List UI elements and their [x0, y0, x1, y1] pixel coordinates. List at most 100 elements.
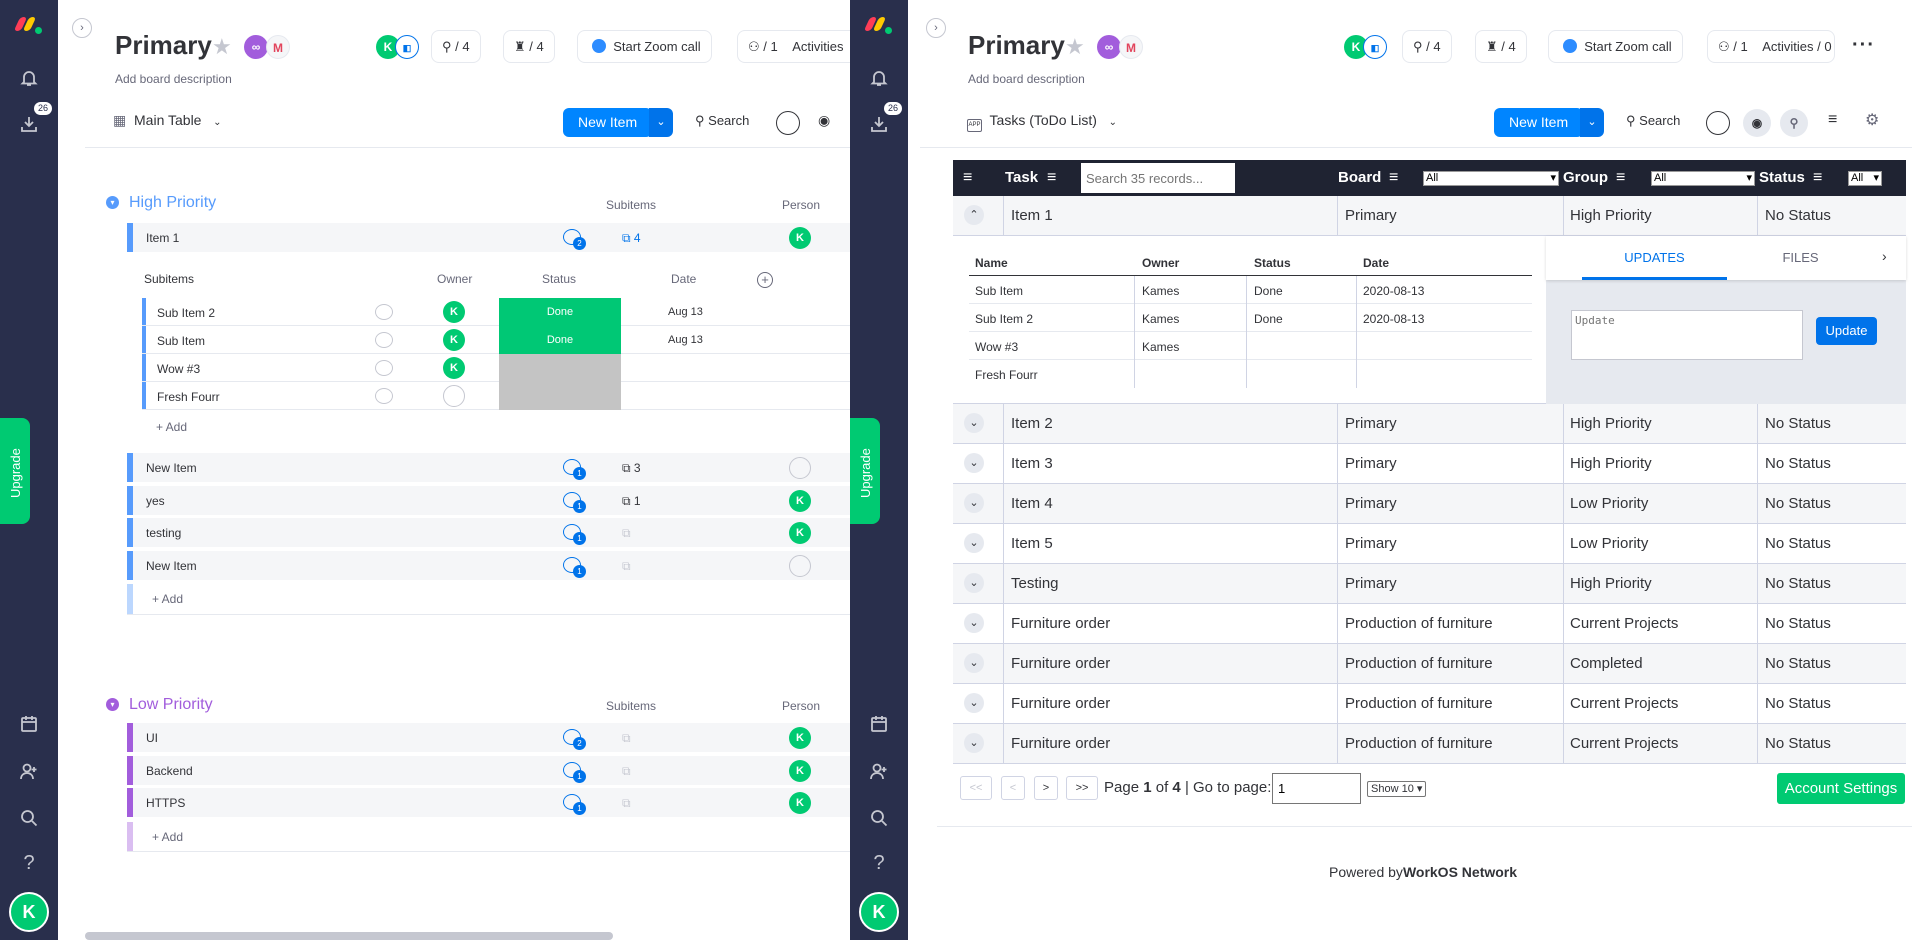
subitems-count[interactable]: ⧉ 4 [622, 231, 641, 245]
owner-avatar[interactable]: K [443, 357, 465, 379]
table-row[interactable]: ⌄ Item 5 Primary Low Priority No Status [953, 524, 1906, 564]
tab-updates[interactable]: UPDATES [1624, 250, 1685, 265]
comment-bubble-icon[interactable]: 2 [563, 229, 586, 250]
bell-icon[interactable] [850, 68, 908, 91]
monday-logo[interactable] [850, 17, 908, 34]
board-title[interactable]: Primary [968, 30, 1065, 60]
owner-avatar[interactable]: K [789, 227, 811, 249]
upgrade-button[interactable]: Upgrade [0, 418, 30, 524]
group-title[interactable]: Low Priority [129, 696, 213, 713]
new-item-dropdown-icon[interactable]: ⌄ [649, 108, 673, 137]
empty-person-icon[interactable] [789, 457, 811, 479]
empty-person-icon[interactable] [789, 555, 811, 577]
item-name[interactable]: yes [146, 494, 165, 508]
subitems-count[interactable]: ⧉ 3 [622, 461, 641, 475]
column-header-subitems[interactable]: Subitems [606, 699, 657, 713]
last-page-button[interactable]: >> [1066, 776, 1098, 800]
table-row[interactable]: ⌃ Item 1 Primary High Priority No Status [953, 196, 1906, 236]
settings-gear-icon[interactable]: ⚙ [1865, 112, 1880, 129]
subitem-name[interactable]: Sub Item 2 [157, 306, 216, 320]
help-icon[interactable]: ? [873, 852, 885, 874]
sort-icon[interactable]: ≡ [1813, 169, 1823, 186]
gmail-icon[interactable]: M [266, 35, 290, 59]
column-header-subitems[interactable]: Subitems [606, 198, 657, 212]
table-row[interactable]: ⌄ Item 4 Primary Low Priority No Status [953, 484, 1906, 524]
table-row[interactable]: Backend 1 ⧉ K [127, 756, 850, 786]
favorite-star-icon[interactable]: ★ [1065, 34, 1085, 59]
cell-task[interactable]: Item 1 [1011, 207, 1053, 224]
sort-icon[interactable]: ≡ [963, 169, 973, 186]
monday-logo[interactable] [0, 17, 58, 34]
header-board[interactable]: Board [1338, 169, 1382, 186]
table-row[interactable]: ⌄ Furniture order Production of furniture C… [953, 604, 1906, 644]
subitem-status-header[interactable]: Status [542, 272, 577, 286]
view-selector[interactable]: APP Tasks (ToDo List) ⌄ [967, 112, 1117, 132]
user-avatar[interactable]: K [859, 892, 899, 932]
subitem-row[interactable]: Wow #3 K [142, 354, 850, 382]
horizontal-scrollbar[interactable] [85, 932, 613, 940]
comment-icon[interactable] [375, 304, 393, 320]
status-chip[interactable]: Done [499, 326, 621, 354]
expand-chevron-icon[interactable]: ⌄ [964, 693, 984, 713]
subitems-icon[interactable]: ⧉ [622, 796, 631, 810]
expand-chevron-icon[interactable]: ⌄ [964, 613, 984, 633]
owner-avatar[interactable]: K [443, 301, 465, 323]
comment-bubble-icon[interactable]: 1 [563, 492, 586, 513]
workspace-icon[interactable]: ∞ [244, 35, 268, 59]
cell-task[interactable]: Furniture order [1011, 735, 1111, 752]
workspace-icon[interactable]: ∞ [1097, 35, 1121, 59]
collapse-group-icon[interactable]: ▾ [106, 196, 119, 209]
table-row[interactable]: ⌄ Item 2 Primary High Priority No Status [953, 404, 1906, 444]
activities-label[interactable]: Activities [792, 39, 844, 54]
inbox-download-icon[interactable] [0, 114, 58, 137]
footer-brand[interactable]: WorkOS Network [1402, 864, 1518, 880]
cell-task[interactable]: Furniture order [1011, 695, 1111, 712]
collapse-group-icon[interactable]: ▾ [106, 698, 119, 711]
cell-task[interactable]: Furniture order [1011, 615, 1111, 632]
favorite-star-icon[interactable]: ★ [212, 34, 232, 59]
cell-task[interactable]: Item 5 [1011, 535, 1053, 552]
group-filter-select[interactable]: All ▾ [1651, 171, 1755, 186]
item-name[interactable]: Item 1 [146, 231, 180, 245]
inbox-download-icon[interactable] [850, 114, 908, 137]
board-title[interactable]: Primary [115, 30, 212, 60]
item-name[interactable]: New Item [146, 461, 197, 475]
empty-person-icon[interactable] [443, 385, 465, 407]
subitem-row[interactable]: Sub Item K Done Aug 13 [142, 326, 850, 354]
comment-bubble-icon[interactable]: 1 [563, 459, 586, 480]
account-settings-button[interactable]: Account Settings [1777, 773, 1905, 804]
subitem-row[interactable]: Fresh Fourr [142, 382, 850, 410]
table-row[interactable]: New Item 1 ⧉ 3 [127, 453, 850, 483]
calendar-icon[interactable] [850, 714, 908, 737]
guest-avatar-icon[interactable]: ◧ [395, 35, 419, 59]
subitems-icon[interactable]: ⧉ [622, 764, 631, 778]
subitem-row[interactable]: Sub Item 2 K Done Aug 13 [142, 298, 850, 326]
help-icon[interactable]: ? [23, 852, 35, 874]
zoom-call-button[interactable]: Start Zoom call [577, 30, 712, 63]
owner-avatar[interactable]: K [789, 522, 811, 544]
subitem-date-header[interactable]: Date [671, 272, 697, 286]
owner-avatar[interactable]: K [789, 490, 811, 512]
integrations-button[interactable]: ⚲ / 4 [431, 30, 481, 63]
new-item-button[interactable]: New Item [1494, 108, 1584, 137]
comment-bubble-icon[interactable]: 2 [563, 729, 586, 750]
board-description[interactable]: Add board description [968, 72, 1085, 86]
invite-user-icon[interactable] [0, 761, 58, 784]
comment-bubble-icon[interactable]: 1 [563, 524, 586, 545]
table-row[interactable]: ⌄ Furniture order Production of furniture C… [953, 684, 1906, 724]
owner-avatar[interactable]: K [789, 792, 811, 814]
sort-icon[interactable]: ≡ [1389, 169, 1399, 186]
comment-icon[interactable] [375, 332, 393, 348]
expand-sidebar-chevron-icon[interactable]: › [72, 18, 92, 38]
sort-icon[interactable]: ≡ [1047, 169, 1057, 186]
table-row[interactable]: UI 2 ⧉ K [127, 723, 850, 753]
table-row[interactable]: ⌄ Item 3 Primary High Priority No Status [953, 444, 1906, 484]
item-name[interactable]: New Item [146, 559, 197, 573]
expand-chevron-icon[interactable]: ⌄ [964, 653, 984, 673]
search-icon[interactable] [850, 808, 908, 831]
hide-eye-icon[interactable]: ◉ [1743, 109, 1771, 137]
more-options-icon[interactable]: ··· [1852, 34, 1875, 56]
filter-icon[interactable]: ≡ [1828, 111, 1838, 128]
add-subitem-button[interactable]: + Add [156, 420, 188, 434]
subitems-icon[interactable]: ⧉ [622, 526, 631, 540]
